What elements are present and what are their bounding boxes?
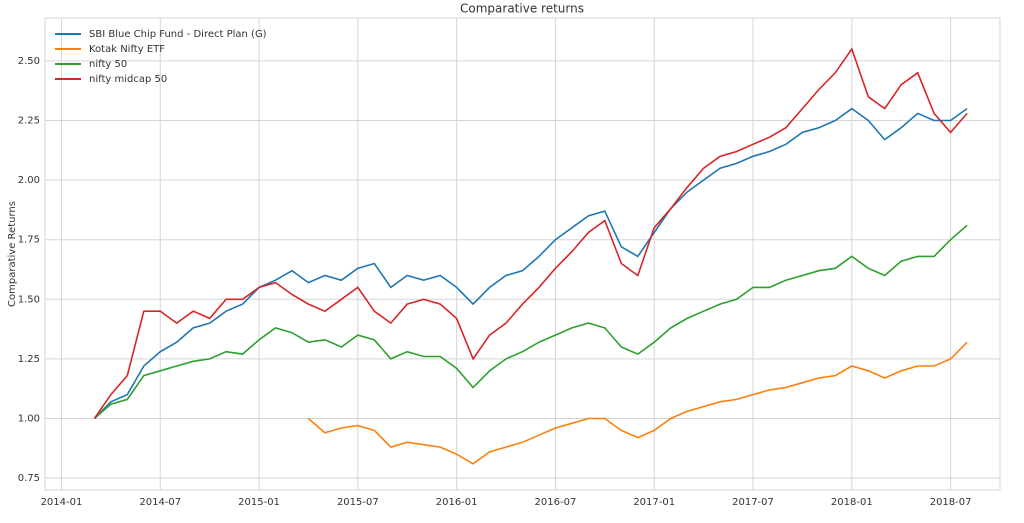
plot-frame [44,17,1001,491]
chart-title: Comparative returns [460,2,584,16]
y-tick-label: 2.00 [18,175,40,186]
x-tick-label: 2015-01 [238,497,280,508]
y-tick-label: 1.00 [18,413,40,424]
y-tick-label: 2.25 [18,116,40,127]
x-tick-label: 2016-01 [436,497,478,508]
x-tick-label: 2015-07 [337,497,379,508]
legend-label: nifty 50 [89,59,127,70]
series-line [93,47,968,419]
x-tick-label: 2018-01 [831,497,873,508]
x-tick-label: 2014-07 [139,497,181,508]
legend-label: SBI Blue Chip Fund - Direct Plan (G) [89,29,267,40]
series-line [307,341,968,465]
x-tick-label: 2016-07 [535,497,577,508]
y-tick-label: 1.25 [18,354,40,365]
series-line [93,107,968,420]
y-axis-label: Comparative Returns [7,201,18,307]
x-tick-label: 2018-07 [930,497,972,508]
x-tick-label: 2017-07 [732,497,774,508]
y-tick-label: 0.75 [18,473,40,484]
y-tick-label: 2.50 [18,56,40,67]
y-tick-label: 1.75 [18,235,40,246]
y-tick-label: 1.50 [18,294,40,305]
legend-label: Kotak Nifty ETF [89,44,165,55]
x-tick-label: 2017-01 [633,497,675,508]
x-tick-label: 2014-01 [41,497,83,508]
legend-label: nifty midcap 50 [89,74,167,85]
series-line [93,224,968,420]
